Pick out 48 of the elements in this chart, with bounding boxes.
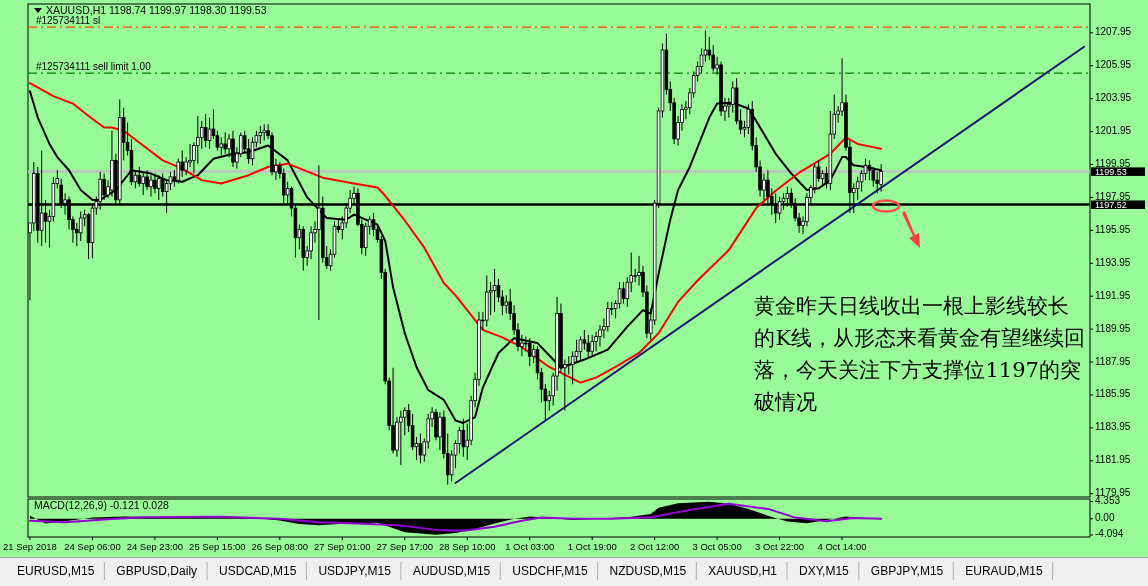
text: GBPJPY,M15 — [870, 564, 944, 578]
y-tick-label: 1201.95 — [1095, 125, 1132, 137]
x-tick-label: 27 Sep 17:00 — [376, 541, 434, 552]
text: DXY,M15 — [798, 564, 850, 578]
chart-title: XAUUSD,H1 1198.74 1199.97 1198.30 1199.53 — [46, 4, 267, 16]
x-tick-label: 24 Sep 23:00 — [126, 541, 184, 552]
text: USDCAD,M15 — [219, 564, 297, 578]
x-tick-label: 2 Oct 12:00 — [630, 541, 680, 552]
x-tick-label: 4 Oct 14:00 — [817, 541, 867, 552]
text: EURUSD,M15 — [17, 564, 95, 578]
x-tick-label: 3 Oct 22:00 — [755, 541, 805, 552]
y-tick-label: 1203.95 — [1095, 92, 1132, 104]
x-tick-label: 1 Oct 03:00 — [505, 541, 555, 552]
x-tick-label: 28 Sep 10:00 — [438, 541, 496, 552]
y-tick-label: 1197.95 — [1095, 190, 1131, 202]
x-tick-label: 27 Sep 01:00 — [314, 541, 371, 552]
y-tick-label: 1189.95 — [1095, 322, 1131, 334]
y-tick-label: 1193.95 — [1095, 256, 1131, 268]
y-tick-label: 1205.95 — [1095, 59, 1132, 71]
y-tick-label: 1181.95 — [1095, 454, 1131, 466]
ref-line-label: #125734111 sell limit 1.00 — [36, 61, 152, 73]
x-tick-label: 25 Sep 15:00 — [189, 541, 246, 552]
ref-line-label: 1197.52 — [1095, 199, 1127, 210]
text: EURAUD,M15 — [965, 564, 1043, 578]
text: AUDUSD,M15 — [412, 564, 491, 578]
ref-line-label: #125734111 sl — [36, 15, 101, 27]
x-tick-label: 26 Sep 08:00 — [251, 541, 309, 552]
text: USDJPY,M15 — [318, 564, 392, 578]
x-tick-label: 3 Oct 05:00 — [692, 541, 742, 552]
y-tick-label: 0.00 — [1095, 512, 1115, 524]
y-tick-label: 1183.95 — [1095, 421, 1131, 433]
ref-line-label: 1199.53 — [1095, 166, 1127, 177]
x-tick-label: 21 Sep 2018 — [3, 541, 57, 552]
y-tick-label: 1195.95 — [1095, 223, 1131, 235]
x-tick-label: 24 Sep 06:00 — [64, 541, 121, 552]
y-tick-label: 1199.95 — [1095, 157, 1131, 169]
y-tick-label: 1207.95 — [1095, 26, 1132, 38]
y-tick-label: 1185.95 — [1095, 388, 1131, 400]
text: NZDUSD,M15 — [609, 564, 687, 578]
text: USDCHF,M15 — [512, 564, 588, 578]
chart-title: MACD(12,26,9) -0.121 0.028 — [34, 499, 169, 511]
y-tick-label: 1187.95 — [1095, 355, 1131, 367]
y-tick-label: -4.094 — [1095, 528, 1124, 540]
y-tick-label: 1191.95 — [1095, 289, 1131, 301]
annotation: 黄金昨天日线收出一根上影线较长的K线，从形态来看黄金有望继续回落，今天关注下方支撑位1197的突破情况 — [754, 292, 1087, 416]
text: GBPUSD,Daily — [116, 564, 198, 578]
text: XAUUSD,H1 — [708, 564, 778, 578]
x-tick-label: 1 Oct 19:00 — [567, 541, 617, 552]
